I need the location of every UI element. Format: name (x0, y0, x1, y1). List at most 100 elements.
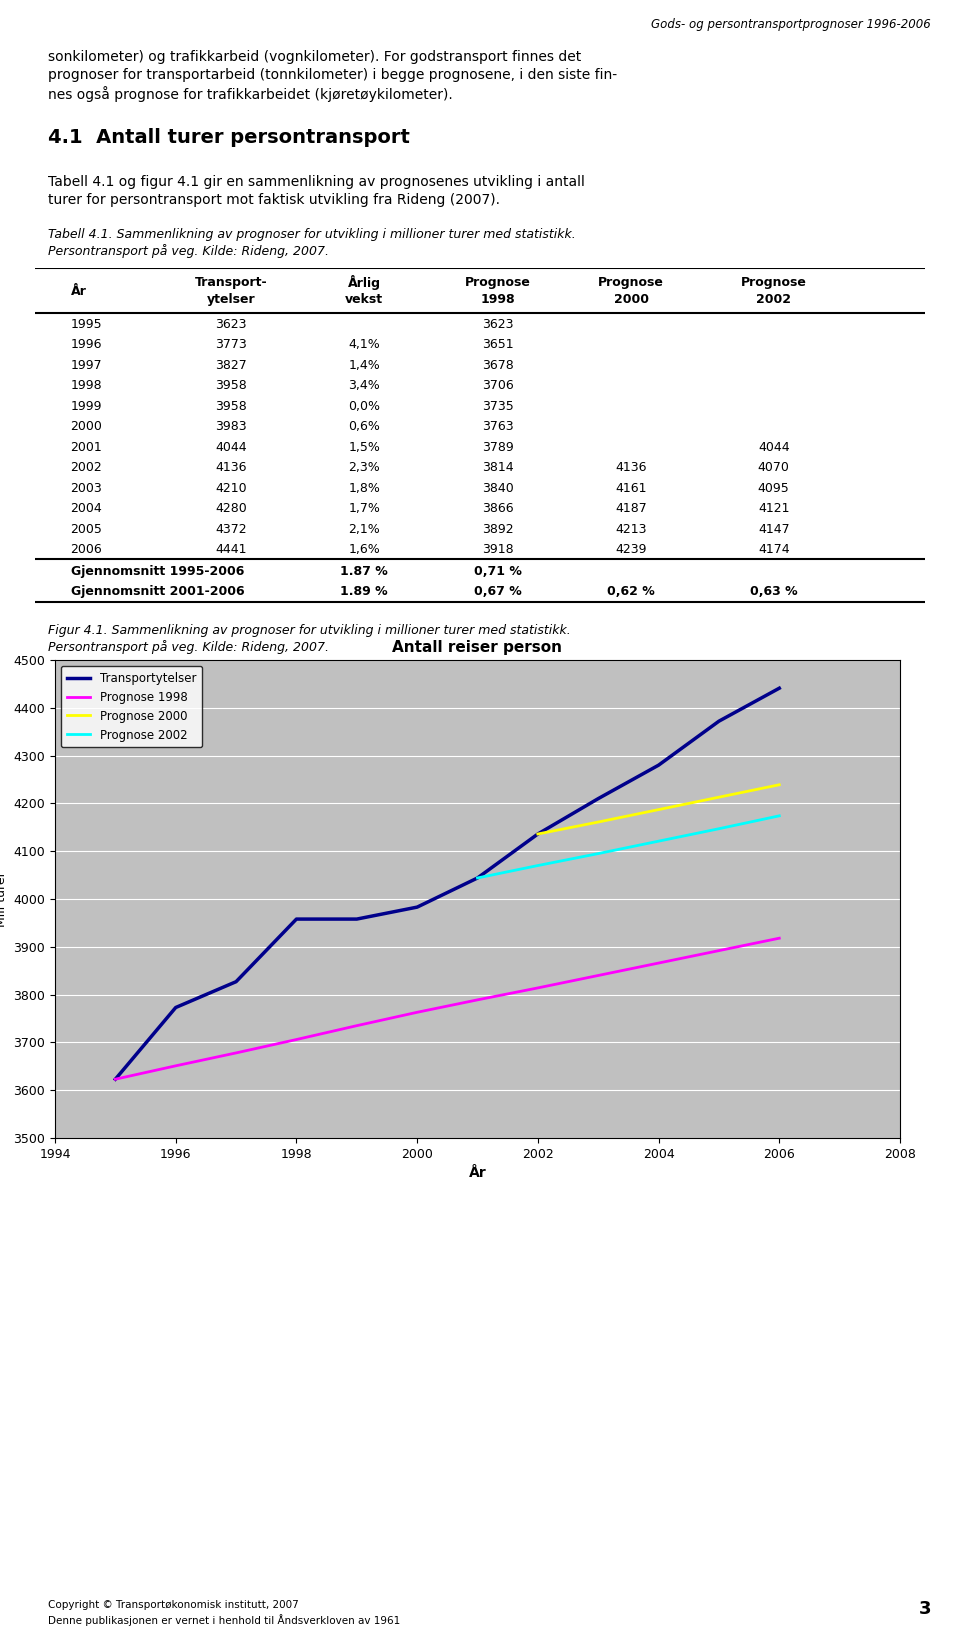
Text: 4.1  Antall turer persontransport: 4.1 Antall turer persontransport (48, 128, 410, 146)
Text: Persontransport på veg. Kilde: Rideng, 2007.: Persontransport på veg. Kilde: Rideng, 2… (48, 245, 329, 258)
Text: Prognose: Prognose (465, 276, 531, 289)
Prognose 1998 (412, 1002, 423, 1022)
Text: ytelser: ytelser (206, 292, 255, 306)
Text: 2001: 2001 (71, 440, 103, 453)
Text: 2004: 2004 (71, 503, 103, 516)
Text: 1,7%: 1,7% (348, 503, 380, 516)
Transportytelser (471, 868, 483, 887)
Text: Tabell 4.1 og figur 4.1 gir en sammenlikning av prognosenes utvikling i antall: Tabell 4.1 og figur 4.1 gir en sammenlik… (48, 176, 585, 189)
Prognose 1998 (351, 1015, 363, 1035)
Text: 1,6%: 1,6% (348, 544, 380, 557)
Line: Prognose 1998: Prognose 1998 (115, 938, 780, 1079)
Prognose 1998 (471, 991, 483, 1010)
Text: vekst: vekst (346, 292, 383, 306)
Text: Tabell 4.1. Sammenlikning av prognoser for utvikling i millioner turer med stati: Tabell 4.1. Sammenlikning av prognoser f… (48, 228, 576, 242)
Transportytelser (230, 973, 242, 992)
Transportytelser (592, 789, 604, 808)
Text: 4147: 4147 (757, 522, 789, 536)
Text: 3866: 3866 (482, 503, 514, 516)
Text: 1.87 %: 1.87 % (341, 565, 388, 578)
Text: 2002: 2002 (71, 462, 103, 475)
Text: 3623: 3623 (482, 317, 514, 330)
Text: 4070: 4070 (757, 462, 790, 475)
Text: 3789: 3789 (482, 440, 514, 453)
Text: 4161: 4161 (615, 481, 647, 495)
Text: 4136: 4136 (215, 462, 247, 475)
Text: 1,8%: 1,8% (348, 481, 380, 495)
Prognose 1998 (592, 966, 604, 986)
Line: Prognose 2000: Prognose 2000 (538, 785, 780, 835)
X-axis label: År: År (468, 1167, 487, 1180)
Text: 0,6%: 0,6% (348, 421, 380, 434)
Text: 1,4%: 1,4% (348, 358, 380, 371)
Text: 3735: 3735 (482, 399, 514, 412)
Line: Transportytelser: Transportytelser (115, 688, 780, 1079)
Text: 1998: 1998 (71, 380, 102, 393)
Text: 4441: 4441 (215, 544, 247, 557)
Text: nes også prognose for trafikkarbeidet (kjøretøykilometer).: nes også prognose for trafikkarbeidet (k… (48, 85, 453, 102)
Text: 1996: 1996 (71, 338, 102, 352)
Text: 1.89 %: 1.89 % (341, 585, 388, 598)
Text: prognoser for transportarbeid (tonnkilometer) i begge prognosene, i den siste fi: prognoser for transportarbeid (tonnkilom… (48, 67, 617, 82)
Text: 0,62 %: 0,62 % (608, 585, 655, 598)
Text: 1995: 1995 (71, 317, 102, 330)
Prognose 1998 (713, 941, 725, 961)
Text: 3983: 3983 (215, 421, 247, 434)
Text: 0,63 %: 0,63 % (750, 585, 798, 598)
Title: Antall reiser person: Antall reiser person (393, 639, 563, 654)
Text: 0,71 %: 0,71 % (474, 565, 521, 578)
Text: Persontransport på veg. Kilde: Rideng, 2007.: Persontransport på veg. Kilde: Rideng, 2… (48, 641, 329, 654)
Text: 3651: 3651 (482, 338, 514, 352)
Prognose 2002 (713, 818, 725, 838)
Text: 1997: 1997 (71, 358, 102, 371)
Y-axis label: Mill turer: Mill turer (0, 871, 8, 927)
Text: 4174: 4174 (757, 544, 789, 557)
Text: 3706: 3706 (482, 380, 514, 393)
Text: Transport-: Transport- (195, 276, 267, 289)
Text: 4239: 4239 (615, 544, 647, 557)
Text: 2,3%: 2,3% (348, 462, 380, 475)
Prognose 2002 (592, 845, 604, 864)
Prognose 2002 (774, 807, 785, 826)
Text: Prognose: Prognose (741, 276, 806, 289)
Text: 4372: 4372 (215, 522, 247, 536)
Text: 3773: 3773 (215, 338, 247, 352)
Prognose 1998 (653, 953, 664, 973)
Text: 4,1%: 4,1% (348, 338, 380, 352)
Text: 3892: 3892 (482, 522, 514, 536)
Text: 3958: 3958 (215, 399, 247, 412)
Prognose 2000 (774, 775, 785, 795)
Text: Gods- og persontransportprognoser 1996-2006: Gods- og persontransportprognoser 1996-2… (652, 18, 931, 31)
Prognose 2002 (653, 831, 664, 851)
Line: Prognose 2002: Prognose 2002 (477, 817, 780, 877)
Text: Gjennomsnitt 2001-2006: Gjennomsnitt 2001-2006 (71, 585, 244, 598)
Transportytelser (412, 897, 423, 917)
Transportytelser (774, 679, 785, 698)
Text: 3840: 3840 (482, 481, 514, 495)
Text: 2006: 2006 (71, 544, 103, 557)
Text: 3678: 3678 (482, 358, 514, 371)
Transportytelser (291, 909, 302, 928)
Prognose 1998 (170, 1056, 181, 1076)
Text: 4210: 4210 (215, 481, 247, 495)
Text: 3827: 3827 (215, 358, 247, 371)
Text: sonkilometer) og trafikkarbeid (vognkilometer). For godstransport finnes det: sonkilometer) og trafikkarbeid (vognkilo… (48, 49, 581, 64)
Transportytelser (170, 997, 181, 1017)
Text: Figur 4.1. Sammenlikning av prognoser for utvikling i millioner turer med statis: Figur 4.1. Sammenlikning av prognoser fo… (48, 624, 571, 637)
Transportytelser (532, 825, 543, 845)
Text: 0,0%: 0,0% (348, 399, 380, 412)
Text: Årlig: Årlig (348, 274, 381, 289)
Text: 3918: 3918 (482, 544, 514, 557)
Text: 2,1%: 2,1% (348, 522, 380, 536)
Prognose 2000 (592, 812, 604, 831)
Text: 2003: 2003 (71, 481, 103, 495)
Prognose 2002 (471, 868, 483, 887)
Text: 1,5%: 1,5% (348, 440, 380, 453)
Text: Denne publikasjonen er vernet i henhold til Åndsverkloven av 1961: Denne publikasjonen er vernet i henhold … (48, 1613, 400, 1627)
Text: 3623: 3623 (215, 317, 247, 330)
Text: Copyright © Transportøkonomisk institutt, 2007: Copyright © Transportøkonomisk institutt… (48, 1600, 299, 1610)
Text: 1998: 1998 (481, 292, 516, 306)
Text: 4213: 4213 (615, 522, 647, 536)
Text: 2005: 2005 (71, 522, 103, 536)
Prognose 2002 (532, 856, 543, 876)
